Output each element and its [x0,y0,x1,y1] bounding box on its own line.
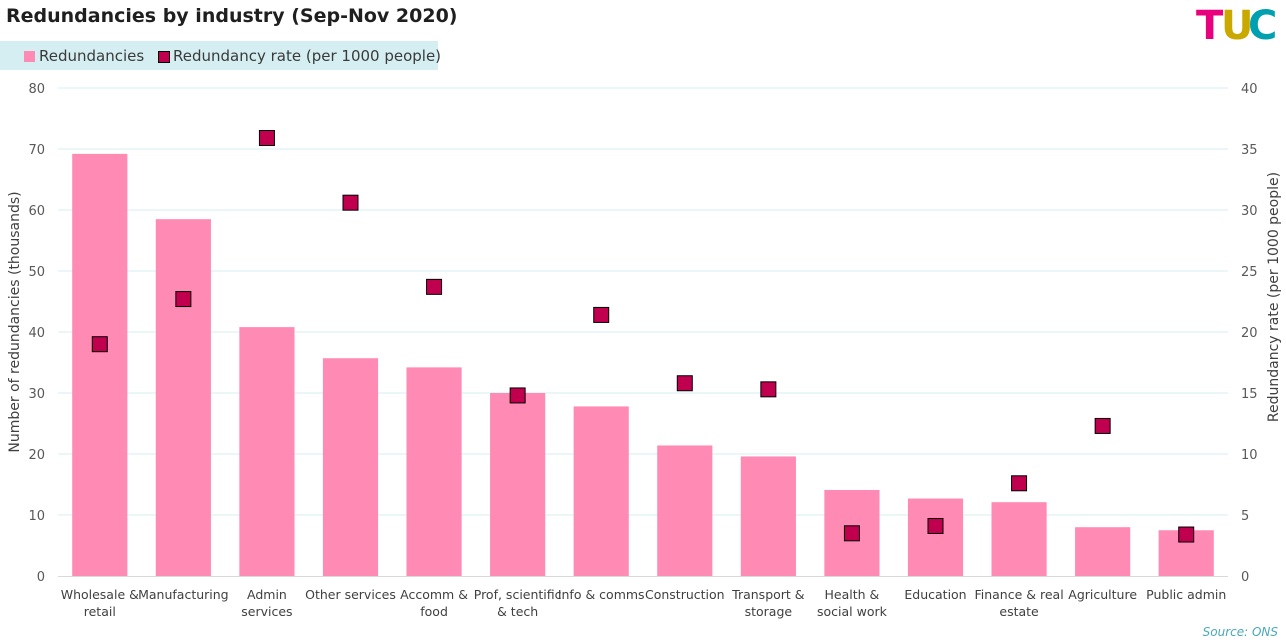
rate-marker [927,517,944,534]
x-category-label: Finance & real [974,587,1063,602]
y2-tick-label: 30 [1241,204,1258,219]
rate-marker [1011,475,1028,492]
logo-letter-t: T [1196,3,1224,49]
x-category-label: Manufacturing [138,587,229,602]
x-category-label: Construction [645,587,725,602]
chart-title: Redundancies by industry (Sep-Nov 2020) [6,5,458,27]
legend-marker-label: Redundancy rate (per 1000 people) [173,47,442,65]
logo-letter-u: U [1221,3,1254,49]
bar [907,498,964,576]
rate-marker [258,130,275,147]
rate-marker [1094,417,1111,434]
rate-marker [843,525,860,542]
x-category-label: services [241,604,292,619]
legend-bar-swatch [24,51,35,62]
rate-marker [175,291,192,308]
rate-marker [760,381,777,398]
x-category-label: food [420,604,448,619]
rate-marker [1178,526,1195,543]
y-tick-label: 30 [28,387,45,402]
x-category-label: estate [999,604,1039,619]
source-note: Source: ONS [1202,625,1278,639]
y-tick-label: 20 [28,448,45,463]
x-category-label: Wholesale & [61,587,139,602]
rate-marker [509,387,526,404]
rate-marker [676,375,693,392]
y-tick-label: 70 [28,143,45,158]
y2-tick-label: 40 [1241,82,1258,97]
bar [573,406,629,576]
y2-tick-label: 0 [1241,570,1249,585]
tuc-logo: T U C [1196,3,1278,49]
x-category-label: Prof, scientific [474,587,562,602]
rate-marker [91,336,108,353]
y-tick-label: 0 [37,570,45,585]
x-category-label: Agriculture [1068,587,1137,602]
x-category-label: retail [84,604,116,619]
rate-marker [593,306,610,323]
x-category-label: Accomm & [400,587,468,602]
bar [72,153,128,576]
bar [239,327,295,576]
y-tick-label: 80 [28,82,45,97]
y-tick-label: 50 [28,265,45,280]
y2-tick-label: 35 [1241,143,1258,158]
bar [657,445,713,576]
x-category-label: Admin [247,587,287,602]
y2-tick-label: 15 [1241,387,1258,402]
x-category-label: Public admin [1146,587,1226,602]
y2-tick-label: 5 [1241,509,1249,524]
legend-bar-label: Redundancies [39,47,145,65]
bar [406,367,462,576]
y2-tick-label: 20 [1241,326,1258,341]
y-tick-label: 60 [28,204,45,219]
bar [1075,527,1131,576]
bar [322,358,379,576]
bar [155,219,211,576]
bar [490,393,546,576]
y2-axis-title: Redundancy rate (per 1000 people) [1266,172,1282,422]
bar [740,456,796,576]
y-tick-label: 10 [28,509,45,524]
x-category-label: Education [904,587,966,602]
rate-marker [342,194,359,211]
rate-marker [426,278,443,295]
y-tick-label: 40 [28,326,45,341]
x-category-label: Transport & [731,587,805,602]
x-category-label: storage [745,604,793,619]
x-category-label: & tech [497,604,538,619]
x-category-label: social work [817,604,888,619]
x-category-label: Health & [825,587,880,602]
bar [991,502,1047,576]
legend: Redundancies Redundancy rate (per 1000 p… [0,41,442,70]
y-axis-title: Number of redundancies (thousands) [7,191,23,452]
x-category-label: Other services [305,587,396,602]
y2-tick-label: 10 [1241,448,1258,463]
logo-letter-c: C [1248,3,1278,49]
x-category-label: Info & comms [558,587,645,602]
legend-marker-swatch [158,51,170,63]
y2-tick-label: 25 [1241,265,1258,280]
